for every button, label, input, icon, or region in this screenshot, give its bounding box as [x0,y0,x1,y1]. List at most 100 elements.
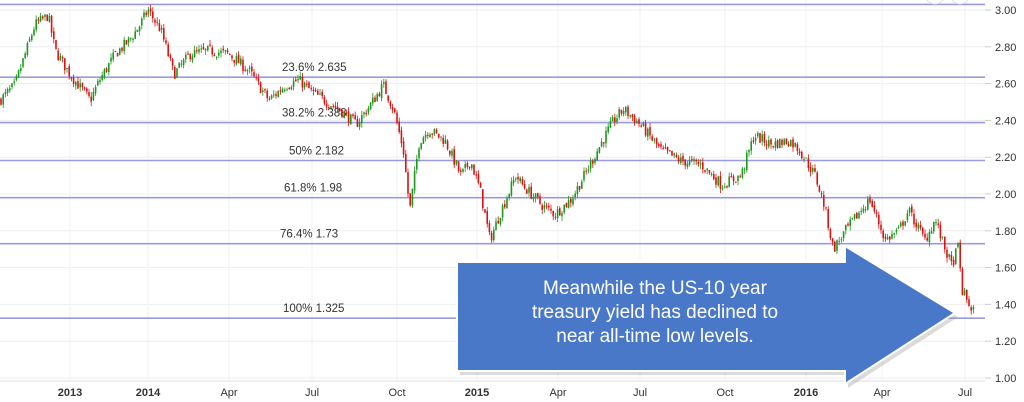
candle-body [55,39,57,49]
candle-body [746,152,748,171]
candle-body [46,14,48,21]
candle-body [369,102,372,110]
candle-body [215,56,218,58]
candle-body [801,151,803,159]
candle-body [616,118,618,123]
candle-body [845,225,847,231]
candle-body [893,233,895,235]
candle-body [783,139,785,145]
candle-body [532,196,535,200]
candle-body [521,178,524,185]
candle-body [97,80,99,86]
candle-body [790,140,792,147]
candle-body [171,59,174,66]
candle-body [50,15,53,33]
candle-body [807,158,810,169]
candle-body [90,96,92,102]
candle-body [493,229,495,241]
candle-body [820,193,823,195]
candle-body [229,53,231,55]
candle-body [545,205,548,207]
candle-body [453,149,455,165]
candle-body [497,220,499,224]
x-tick-label: 2013 [58,387,82,399]
candle-body [706,168,708,171]
candle-body [301,76,304,88]
candle-body [380,84,383,98]
candle-body [867,198,869,210]
candle-body [829,229,832,239]
candle-body [884,236,887,239]
candle-body [488,222,491,233]
candle-body [15,76,18,80]
candle-body [182,59,185,66]
candle-body [108,63,110,72]
candle-body [64,58,66,71]
candle-body [101,75,103,80]
x-tick-label: Jul [305,387,319,399]
y-tick-label: 2.80 [995,42,1016,54]
candle-body [713,174,715,180]
candle-body [446,140,449,150]
candle-body [675,155,678,158]
x-tick-label: Apr [549,387,566,399]
candle-body [28,39,31,42]
candle-body [266,90,268,99]
candle-body [17,70,20,77]
candle-body [944,236,946,250]
candle-body [44,14,46,17]
candle-body [695,159,697,162]
candle-body [737,175,739,182]
candle-body [347,111,350,123]
candle-body [213,54,216,56]
candle-body [928,231,931,243]
y-tick-label: 2.40 [995,115,1016,127]
candle-body [152,11,154,19]
x-tick-label: Oct [388,387,405,399]
candle-body [537,193,539,198]
candle-body [226,50,229,53]
candle-body [603,142,605,144]
candle-body [339,108,341,111]
candle-body [776,140,779,148]
candle-body [147,9,150,15]
candle-body [358,121,361,128]
candle-body [541,205,543,210]
candle-body [125,40,128,45]
y-tick-label: 1.80 [995,226,1016,238]
candle-body [559,208,561,216]
candle-body [468,166,471,168]
candle-body [897,226,900,229]
candle-body [629,115,631,117]
candle-body [649,127,651,136]
candle-body [620,109,623,114]
candle-body [255,77,257,79]
candle-body [862,208,865,212]
toolbar-circle-icon[interactable] [950,0,970,5]
candle-body [24,53,26,59]
candle-body [13,81,15,83]
candle-body [237,54,240,64]
candle-body [378,93,381,97]
toolbar-circle-icon[interactable] [925,0,945,5]
candle-body [297,78,299,81]
candle-body [180,63,183,65]
candle-body [343,111,345,119]
candle-body [440,136,442,138]
candle-body [768,140,770,147]
candle-body [726,186,728,188]
candle-body [970,307,972,311]
candle-body [141,18,143,26]
annotation-arrow [456,244,958,388]
candle-body [281,89,284,93]
candle-body [842,231,845,239]
candle-body [242,59,244,71]
candle-body [814,168,816,172]
candle-body [633,115,636,124]
candle-body [686,163,689,167]
candle-body [207,45,209,51]
candle-body [431,133,433,135]
candle-body [422,137,425,144]
candle-body [20,68,22,71]
annotation-line: Meanwhile the US-10 year [543,278,767,299]
